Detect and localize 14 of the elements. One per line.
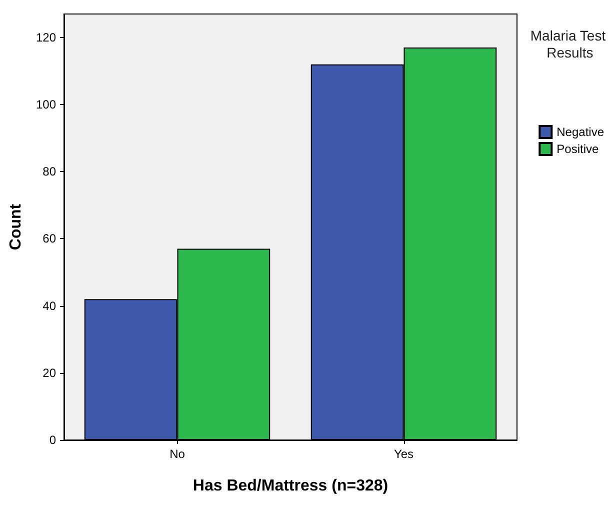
x-tick-label: Yes [394,447,414,461]
y-tick-label: 120 [36,30,56,44]
x-tick-label: No [170,447,186,461]
x-axis-title: Has Bed/Mattress (n=328) [192,478,388,494]
y-tick-label: 60 [42,232,56,246]
y-tick-label: 40 [42,298,56,313]
y-tick-label: 80 [42,164,56,179]
legend-label: Negative [556,125,604,139]
legend-title: Malaria Test Results [530,28,606,60]
y-tick-label: 20 [42,366,56,380]
legend-label: Positive [556,142,599,156]
y-tick-label: 100 [36,98,56,112]
y-tick-label: 0 [49,433,56,447]
y-axis-title: Count [8,203,24,250]
